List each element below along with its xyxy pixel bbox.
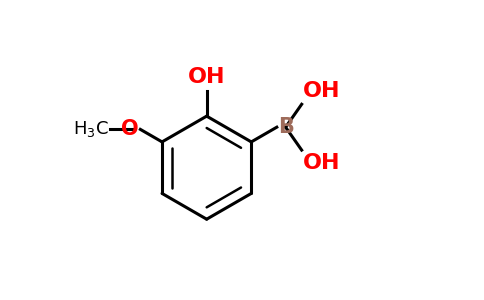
Text: B: B: [278, 117, 294, 137]
Text: H$_3$C: H$_3$C: [73, 119, 108, 140]
Text: OH: OH: [303, 81, 341, 101]
Text: OH: OH: [303, 153, 341, 173]
Text: O: O: [121, 119, 139, 140]
Text: OH: OH: [188, 67, 226, 87]
